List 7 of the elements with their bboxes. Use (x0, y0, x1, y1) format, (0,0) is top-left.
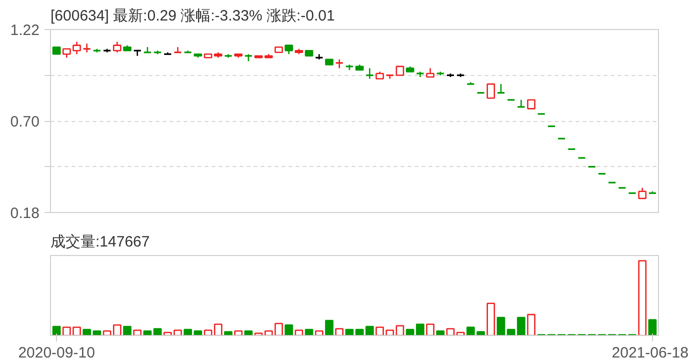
x-tick-label: 2020-09-10 (18, 344, 95, 360)
chart-title: 成交量:147667 (50, 234, 150, 250)
y-tick-label: 0.70 (10, 114, 40, 130)
chart-title: [600634] 最新:0.29 涨幅:-3.33% 涨跌:-0.01 (50, 8, 335, 24)
y-tick-label: 0.18 (10, 205, 40, 222)
y-tick-label: 1.22 (10, 22, 40, 39)
x-tick-label: 2021-06-18 (612, 344, 688, 360)
